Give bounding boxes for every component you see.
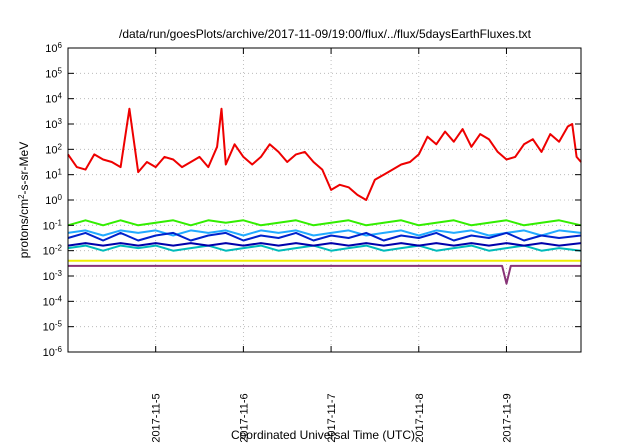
x-tick-label: 2017-11-7: [326, 393, 338, 442]
y-tick-label: 106: [45, 41, 62, 56]
grid-lines: [68, 48, 581, 352]
y-tick-base: 10: [43, 347, 55, 359]
y-axis-label-unit: -s-sr-MeV: [17, 142, 31, 195]
y-tick-label: 105: [45, 66, 62, 81]
y-tick-power: 0: [58, 193, 63, 202]
y-tick-label: 10-5: [43, 319, 63, 334]
y-tick-base: 10: [43, 220, 55, 232]
y-tick-power: 6: [58, 41, 63, 50]
x-tick-label: 2017-11-5: [151, 393, 163, 442]
y-tick-label: 100: [45, 193, 62, 208]
y-tick-power: -5: [55, 319, 63, 328]
x-axis-label: Coordinated Universal Time (UTC): [231, 428, 415, 442]
y-tick-power: -2: [55, 243, 63, 252]
y-tick-power: 2: [58, 142, 63, 151]
series-line-8: [68, 264, 581, 285]
y-tick-label: 103: [45, 117, 62, 132]
y-tick-power: -1: [55, 218, 63, 227]
y-tick-power: 4: [58, 91, 63, 100]
y-tick-base: 10: [43, 296, 55, 308]
y-tick-label: 10-1: [43, 218, 63, 233]
y-tick-base: 10: [43, 246, 55, 258]
y-axis-label-text: protons/cm: [17, 199, 31, 258]
y-tick-base: 10: [45, 119, 57, 131]
series-line-4: [67, 231, 582, 242]
y-tick-label: 101: [45, 167, 62, 182]
y-tick-power: 5: [58, 66, 63, 75]
series-line-6: [67, 242, 582, 247]
y-tick-base: 10: [43, 322, 55, 334]
x-tick-label: 2017-11-9: [501, 393, 513, 442]
x-tick-label: 2017-11-6: [238, 393, 250, 442]
y-tick-base: 10: [45, 68, 57, 80]
series-line-3: [67, 229, 582, 237]
y-tick-base: 10: [45, 94, 57, 106]
chart-title: /data/run/goesPlots/archive/2017-11-09/1…: [119, 27, 532, 41]
y-tick-power: 3: [58, 117, 63, 126]
y-tick-label: 10-6: [43, 345, 63, 360]
series-line-1: [67, 107, 582, 201]
y-tick-label: 10-3: [43, 269, 63, 284]
series-lines: [67, 107, 582, 285]
y-tick-label: 10-2: [43, 243, 63, 258]
axis-ticks: 10610510410310210110010-110-210-310-410-…: [43, 41, 581, 443]
series-line-2: [67, 219, 582, 227]
y-tick-base: 10: [45, 170, 57, 182]
y-axis-label-sup: 2: [17, 194, 26, 199]
x-tick-label: 2017-11-8: [414, 393, 426, 442]
y-tick-base: 10: [43, 271, 55, 283]
y-tick-base: 10: [45, 195, 57, 207]
y-tick-base: 10: [45, 43, 57, 55]
y-tick-power: -4: [55, 294, 63, 303]
y-tick-power: 1: [58, 167, 63, 176]
y-tick-label: 102: [45, 142, 62, 157]
y-tick-base: 10: [45, 144, 57, 156]
y-tick-power: -6: [55, 345, 63, 354]
y-tick-power: -3: [55, 269, 63, 278]
y-tick-label: 104: [45, 91, 62, 106]
y-axis-label: protons/cm2-s-sr-MeV: [17, 142, 32, 258]
plot-area: 10610510410310210110010-110-210-310-410-…: [43, 41, 582, 443]
y-tick-label: 10-4: [43, 294, 63, 309]
series-line-5: [67, 244, 582, 252]
